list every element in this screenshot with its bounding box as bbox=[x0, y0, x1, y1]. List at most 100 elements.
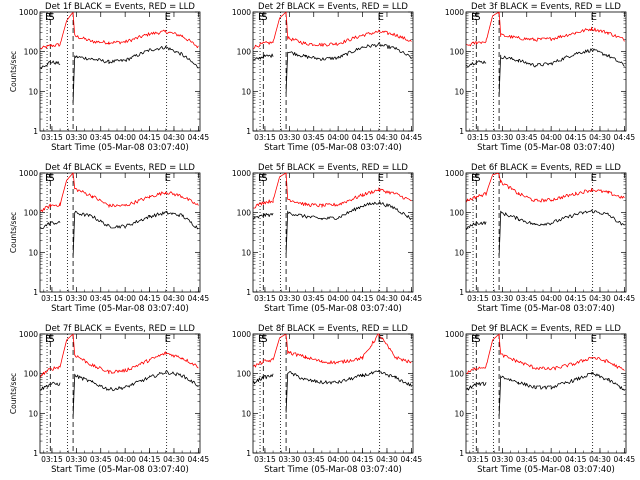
x-axis-label: Start Time (05-Mar-08 03:07:40) bbox=[51, 143, 189, 153]
y-tick-label: 100 bbox=[24, 48, 39, 57]
y-tick-label: 100 bbox=[24, 370, 39, 379]
x-tick-label: 04:45 bbox=[401, 455, 423, 464]
marker-label: E bbox=[471, 173, 477, 184]
x-tick-label: 03:15 bbox=[254, 133, 276, 142]
x-tick-label: 04:45 bbox=[401, 133, 423, 142]
x-tick-label: 03:15 bbox=[41, 294, 63, 303]
chart-title: Det 2f BLACK = Events, RED = LLD bbox=[258, 2, 408, 12]
x-tick-label: 04:30 bbox=[163, 133, 185, 142]
x-tick-label: 03:15 bbox=[254, 294, 276, 303]
x-tick-label: 04:30 bbox=[376, 455, 398, 464]
chart-panel-4: Det 4f BLACK = Events, RED = LLD 1 10 100 10… bbox=[9, 163, 209, 314]
plot-frame bbox=[465, 333, 627, 454]
plot-frame bbox=[39, 11, 201, 132]
x-axis-label: Start Time (05-Mar-08 03:07:40) bbox=[477, 304, 615, 314]
y-tick-label: 100 bbox=[237, 209, 252, 218]
lld-series-line bbox=[253, 11, 412, 50]
x-tick-label: 04:45 bbox=[188, 455, 210, 464]
x-tick-label: 03:15 bbox=[254, 455, 276, 464]
x-tick-label: 03:45 bbox=[90, 455, 112, 464]
y-tick-label: 10 bbox=[28, 409, 38, 418]
plot-frame bbox=[39, 333, 201, 454]
chart-panel-6: Det 6f BLACK = Events, RED = LLD 1 10 100 10… bbox=[445, 163, 635, 314]
lld-series-line bbox=[40, 333, 199, 378]
x-tick-label: 04:15 bbox=[565, 455, 587, 464]
y-tick-label: 1000 bbox=[232, 330, 251, 339]
x-tick-label: 03:30 bbox=[492, 455, 514, 464]
x-tick-label: 03:15 bbox=[467, 455, 489, 464]
x-tick-label: 04:30 bbox=[376, 294, 398, 303]
marker-label: E bbox=[591, 173, 597, 184]
chart-panel-5: Det 5f BLACK = Events, RED = LLD 1 10 100 10… bbox=[232, 163, 422, 314]
events-series-line bbox=[466, 209, 625, 256]
x-tick-label: 04:45 bbox=[614, 133, 636, 142]
chart-panel-1: Det 1f BLACK = Events, RED = LLD 1 10 100 10… bbox=[9, 2, 209, 153]
x-tick-label: 03:45 bbox=[90, 133, 112, 142]
marker-label: E bbox=[378, 12, 384, 23]
x-tick-label: 03:45 bbox=[516, 294, 538, 303]
marker-label: S bbox=[261, 334, 267, 345]
x-tick-label: 04:45 bbox=[401, 294, 423, 303]
x-tick-label: 04:15 bbox=[352, 133, 374, 142]
y-tick-label: 10 bbox=[454, 248, 464, 257]
x-tick-label: 04:30 bbox=[376, 133, 398, 142]
y-tick-label: 10 bbox=[241, 248, 251, 257]
y-tick-label: 10 bbox=[454, 87, 464, 96]
x-tick-label: 04:30 bbox=[163, 455, 185, 464]
y-tick-label: 10 bbox=[454, 409, 464, 418]
chart-panel-7: Det 7f BLACK = Events, RED = LLD 1 10 100 10… bbox=[9, 324, 209, 475]
y-tick-label: 1000 bbox=[445, 169, 464, 178]
chart-panel-9: Det 9f BLACK = Events, RED = LLD 1 10 100 10… bbox=[445, 324, 635, 475]
y-tick-label: 10 bbox=[28, 248, 38, 257]
y-tick-label: 1 bbox=[459, 449, 464, 458]
x-tick-label: 03:30 bbox=[66, 294, 88, 303]
marker-label: E bbox=[591, 12, 597, 23]
marker-label: E bbox=[165, 173, 171, 184]
y-axis-label: Counts/sec bbox=[9, 51, 18, 92]
marker-label: E bbox=[471, 334, 477, 345]
marker-label: S bbox=[474, 334, 480, 345]
x-tick-label: 04:45 bbox=[188, 294, 210, 303]
x-tick-label: 04:00 bbox=[540, 294, 562, 303]
marker-label: S bbox=[48, 12, 54, 23]
marker-label: S bbox=[48, 334, 54, 345]
y-tick-label: 1000 bbox=[19, 169, 38, 178]
marker-label: S bbox=[474, 12, 480, 23]
lld-series-line bbox=[253, 333, 412, 368]
y-tick-label: 100 bbox=[237, 48, 252, 57]
chart-title: Det 9f BLACK = Events, RED = LLD bbox=[471, 324, 621, 334]
x-tick-label: 03:45 bbox=[303, 455, 325, 464]
y-tick-label: 1 bbox=[246, 449, 251, 458]
marker-label: E bbox=[165, 334, 171, 345]
chart-panel-3: Det 3f BLACK = Events, RED = LLD 1 10 100 10… bbox=[445, 2, 635, 153]
y-tick-label: 100 bbox=[450, 48, 465, 57]
y-tick-label: 1 bbox=[33, 449, 38, 458]
x-tick-label: 04:15 bbox=[139, 455, 161, 464]
y-tick-label: 1000 bbox=[445, 330, 464, 339]
y-tick-label: 10 bbox=[28, 87, 38, 96]
y-tick-label: 100 bbox=[450, 209, 465, 218]
chart-title: Det 4f BLACK = Events, RED = LLD bbox=[45, 163, 195, 173]
x-tick-label: 04:00 bbox=[327, 133, 349, 142]
lld-series-line bbox=[466, 172, 625, 203]
x-tick-label: 03:15 bbox=[41, 133, 63, 142]
x-tick-label: 03:15 bbox=[467, 133, 489, 142]
y-tick-label: 100 bbox=[24, 209, 39, 218]
y-axis-label: Counts/sec bbox=[9, 212, 18, 253]
y-tick-label: 1000 bbox=[445, 8, 464, 17]
events-series-line bbox=[466, 372, 625, 417]
x-tick-label: 04:00 bbox=[540, 133, 562, 142]
x-tick-label: 03:45 bbox=[90, 294, 112, 303]
marker-label: E bbox=[45, 334, 51, 345]
x-tick-label: 04:15 bbox=[352, 455, 374, 464]
x-tick-label: 03:30 bbox=[279, 133, 301, 142]
x-axis-label: Start Time (05-Mar-08 03:07:40) bbox=[477, 143, 615, 153]
chart-title: Det 3f BLACK = Events, RED = LLD bbox=[471, 2, 621, 12]
x-tick-label: 03:45 bbox=[303, 133, 325, 142]
lld-series-line bbox=[466, 333, 625, 375]
x-tick-label: 03:30 bbox=[279, 455, 301, 464]
events-series-line bbox=[253, 201, 412, 254]
plot-frame bbox=[252, 333, 414, 454]
marker-label: E bbox=[165, 12, 171, 23]
